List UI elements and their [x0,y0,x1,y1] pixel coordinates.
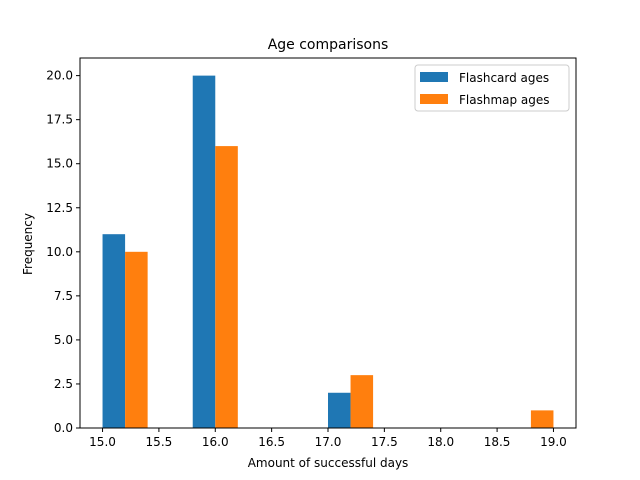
x-axis-ticks: 15.0 15.5 16.0 16.5 17.0 17.5 18.0 18.5 19.0 [89,428,567,449]
bar-series-0-0 [102,234,126,428]
x-tick-label: 15.5 [146,435,173,449]
x-tick-label: 18.5 [484,435,511,449]
y-axis-label: Frequency [21,213,35,275]
y-tick-label: 2.5 [54,377,73,391]
x-tick-label: 17.0 [315,435,342,449]
legend-swatch-0 [420,72,448,82]
x-axis-label: Amount of successful days [248,456,409,470]
bars-group [102,75,554,428]
bar-series-1-2 [350,375,374,428]
legend: Flashcard ages Flashmap ages [414,64,570,112]
y-tick-label: 15.0 [46,157,73,171]
y-tick-label: 5.0 [54,333,73,347]
y-tick-label: 17.5 [46,113,73,127]
y-tick-label: 0.0 [54,421,73,435]
x-tick-label: 15.0 [89,435,116,449]
y-axis-ticks: 0.0 2.5 5.0 7.5 10.0 12.5 15.0 17.5 20.0 [46,69,80,435]
chart-title: Age comparisons [268,37,389,53]
x-tick-label: 18.0 [427,435,454,449]
y-tick-label: 20.0 [46,69,73,83]
legend-box [414,64,570,112]
plot-frame [79,57,577,429]
legend-label-1: Flashmap ages [459,93,550,107]
legend-swatch-1 [420,94,448,104]
x-tick-label: 16.5 [258,435,285,449]
bar-series-0-2 [328,392,351,428]
x-tick-label: 19.0 [540,435,567,449]
bar-series-1-3 [530,410,554,428]
x-tick-label: 17.5 [371,435,398,449]
bar-series-1-0 [125,251,148,428]
y-tick-label: 7.5 [54,289,73,303]
legend-label-0: Flashcard ages [459,71,549,85]
bar-series-0-1 [192,75,216,428]
y-tick-label: 12.5 [46,201,73,215]
bar-series-1-1 [215,146,238,428]
y-tick-label: 10.0 [46,245,73,259]
x-tick-label: 16.0 [202,435,229,449]
